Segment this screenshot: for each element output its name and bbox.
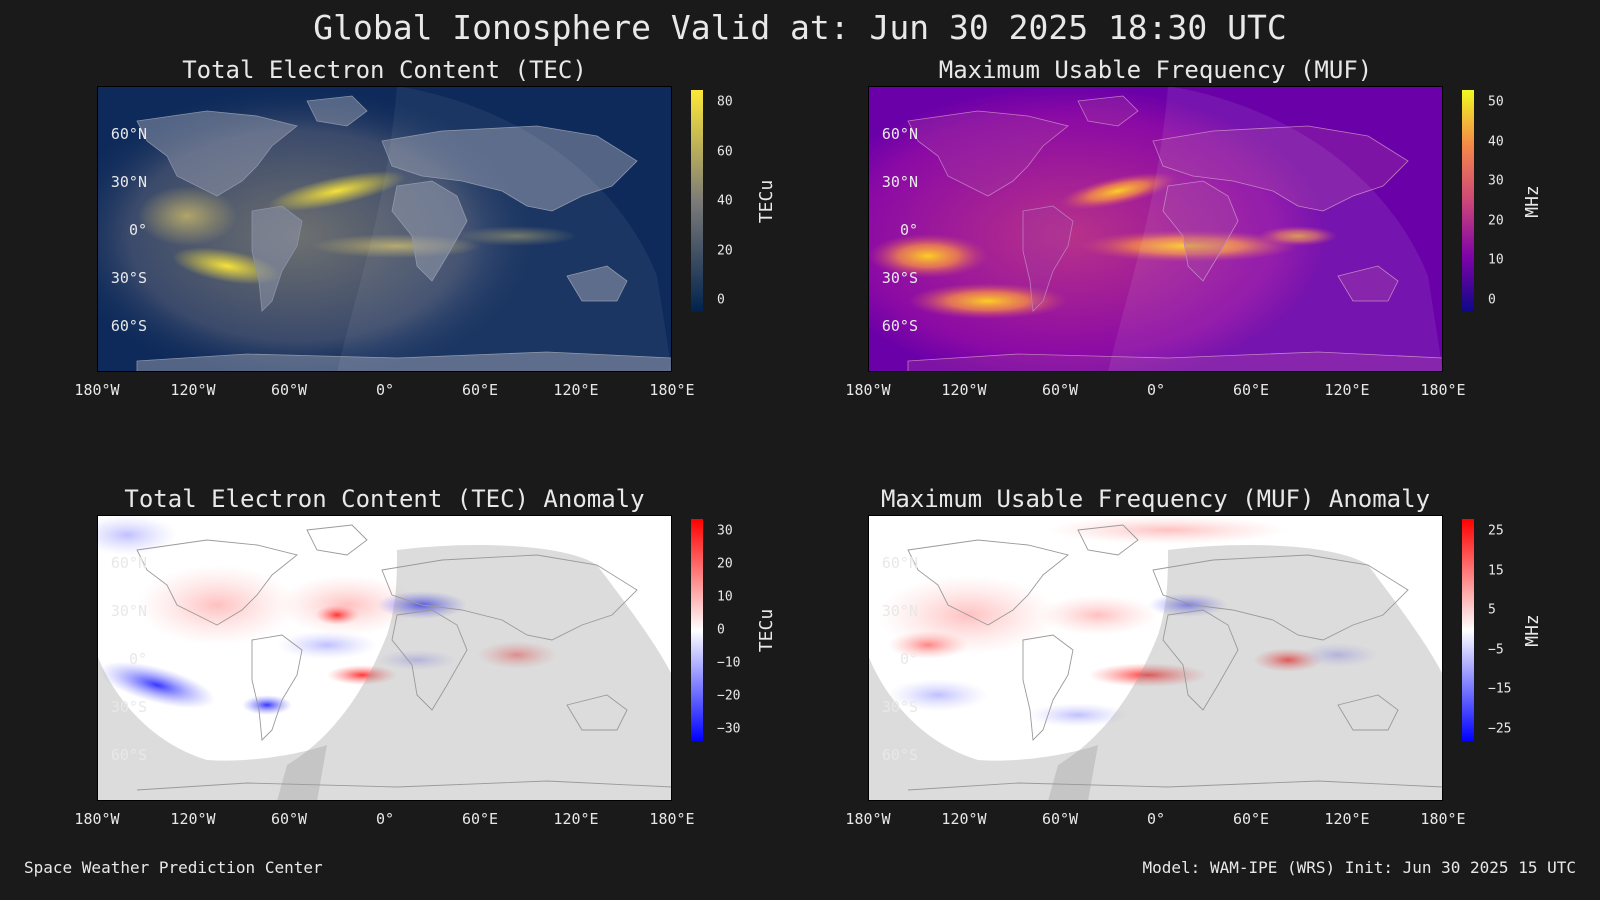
lat-tick-label: 30°S [110, 269, 147, 287]
lon-tick-label: 180°W [74, 381, 120, 399]
lon-tick-label: 180°W [74, 810, 120, 828]
lon-tick-label: 180°W [845, 810, 891, 828]
tec-anomaly-panel: Total Electron Content (TEC) Anomaly [74, 485, 777, 835]
muf-map[interactable] [868, 86, 1443, 372]
lon-tick-label: 60°W [270, 381, 308, 399]
colorbar-tick-label: 40 [717, 193, 733, 209]
panel-title: Maximum Usable Frequency (MUF) [938, 56, 1373, 84]
colorbar-tick-label: 10 [717, 589, 733, 605]
muf-anomaly-colorbar [1462, 519, 1474, 741]
colorbar-tick-label: 30 [717, 523, 733, 539]
lon-tick-label: 120°E [1324, 810, 1370, 828]
tec-anomaly-colorbar [691, 519, 703, 741]
lon-tick-label: 180°E [649, 810, 695, 828]
colorbar-tick-label: 25 [1488, 523, 1504, 539]
footer-model: Model: WAM-IPE (WRS) Init: Jun 30 2025 1… [1142, 858, 1576, 877]
lat-tick-label: 60°N [881, 125, 918, 143]
colorbar-tick-label: 15 [1488, 563, 1504, 579]
muf-anomaly-panel: Maximum Usable Frequency (MUF) Anomaly [845, 485, 1542, 835]
colorbar-tick-label: 10 [1488, 252, 1504, 268]
muf-colorbar [1462, 90, 1474, 312]
tec-colorbar [691, 90, 703, 312]
lon-tick-label: 0° [375, 381, 395, 399]
panel-title: Total Electron Content (TEC) Anomaly [124, 485, 645, 513]
lat-tick-label: 30°S [881, 269, 918, 287]
lat-tick-label: 30°N [881, 602, 918, 620]
lon-tick-label: 60°W [1041, 810, 1079, 828]
colorbar-tick-label: 50 [1488, 94, 1504, 110]
colorbar-unit-label: TECu [756, 608, 778, 653]
tec-panel: Total Electron Content (TEC) [74, 56, 777, 406]
lat-tick-label: 60°N [110, 554, 147, 572]
colorbar-tick-label: 5 [1488, 602, 1496, 618]
main-title: Global Ionosphere Valid at: Jun 30 2025 … [313, 8, 1287, 47]
lon-tick-label: 60°W [1041, 381, 1079, 399]
colorbar-tick-label: 80 [717, 94, 733, 110]
muf-anomaly-map[interactable] [868, 515, 1443, 801]
panel-title: Total Electron Content (TEC) [182, 56, 587, 84]
lon-tick-label: 120°E [553, 810, 599, 828]
colorbar-tick-label: 40 [1488, 134, 1504, 150]
lat-tick-label: 60°N [110, 125, 147, 143]
lat-tick-label: 60°S [110, 317, 147, 335]
lon-tick-label: 60°W [270, 810, 308, 828]
colorbar-tick-label: 20 [1488, 213, 1504, 229]
colorbar-tick-label: 0 [717, 622, 725, 638]
panel-title: Maximum Usable Frequency (MUF) Anomaly [880, 485, 1431, 513]
colorbar-tick-label: −10 [717, 655, 741, 671]
colorbar-unit-label: TECu [756, 179, 778, 224]
muf-panel: Maximum Usable Frequency (MUF) [845, 56, 1542, 406]
colorbar-tick-label: 60 [717, 144, 733, 159]
colorbar-tick-label: 20 [717, 556, 733, 572]
colorbar-tick-label: −20 [717, 688, 741, 704]
lat-tick-label: 30°N [881, 173, 918, 191]
lat-tick-label: 60°S [881, 317, 918, 335]
lon-tick-label: 180°W [845, 381, 891, 399]
tec-anomaly-map[interactable] [97, 515, 672, 801]
lon-tick-label: 120°E [553, 381, 599, 399]
lon-tick-label: 60°E [461, 810, 499, 828]
lat-tick-label: 0° [128, 221, 147, 239]
lon-tick-label: 180°E [1420, 810, 1466, 828]
lat-tick-label: 0° [899, 221, 918, 239]
tec-map[interactable] [97, 86, 672, 372]
lat-tick-label: 60°N [881, 554, 918, 572]
lat-tick-label: 0° [899, 650, 918, 668]
lon-tick-label: 120°W [941, 810, 987, 828]
lon-tick-label: 0° [1146, 810, 1166, 828]
lon-tick-label: 0° [375, 810, 395, 828]
lat-tick-label: 30°N [110, 602, 147, 620]
colorbar-tick-label: 30 [1488, 173, 1504, 189]
colorbar-tick-label: −30 [717, 721, 741, 737]
colorbar-unit-label: MHz [1521, 614, 1543, 647]
lat-tick-label: 60°S [881, 746, 918, 764]
colorbar-unit-label: MHz [1521, 185, 1543, 218]
colorbar-tick-label: 0 [717, 292, 725, 308]
colorbar-tick-label: 20 [717, 243, 733, 258]
lat-tick-label: 30°S [881, 698, 918, 716]
lat-tick-label: 60°S [110, 746, 147, 764]
lat-tick-label: 30°N [110, 173, 147, 191]
lon-tick-label: 60°E [1232, 810, 1270, 828]
lon-tick-label: 120°W [170, 381, 216, 399]
lon-tick-label: 120°W [941, 381, 987, 399]
colorbar-tick-label: 0 [1488, 292, 1496, 308]
lon-tick-label: 120°W [170, 810, 216, 828]
lat-tick-label: 0° [128, 650, 147, 668]
lon-tick-label: 180°E [649, 381, 695, 399]
lon-tick-label: 60°E [1232, 381, 1270, 399]
lon-tick-label: 0° [1146, 381, 1166, 399]
lon-tick-label: 120°E [1324, 381, 1370, 399]
colorbar-tick-label: −25 [1488, 721, 1512, 737]
lon-tick-label: 60°E [461, 381, 499, 399]
lat-tick-label: 30°S [110, 698, 147, 716]
colorbar-tick-label: −5 [1488, 642, 1504, 658]
colorbar-tick-label: −15 [1488, 681, 1512, 697]
lon-tick-label: 180°E [1420, 381, 1466, 399]
footer-source: Space Weather Prediction Center [24, 858, 323, 877]
